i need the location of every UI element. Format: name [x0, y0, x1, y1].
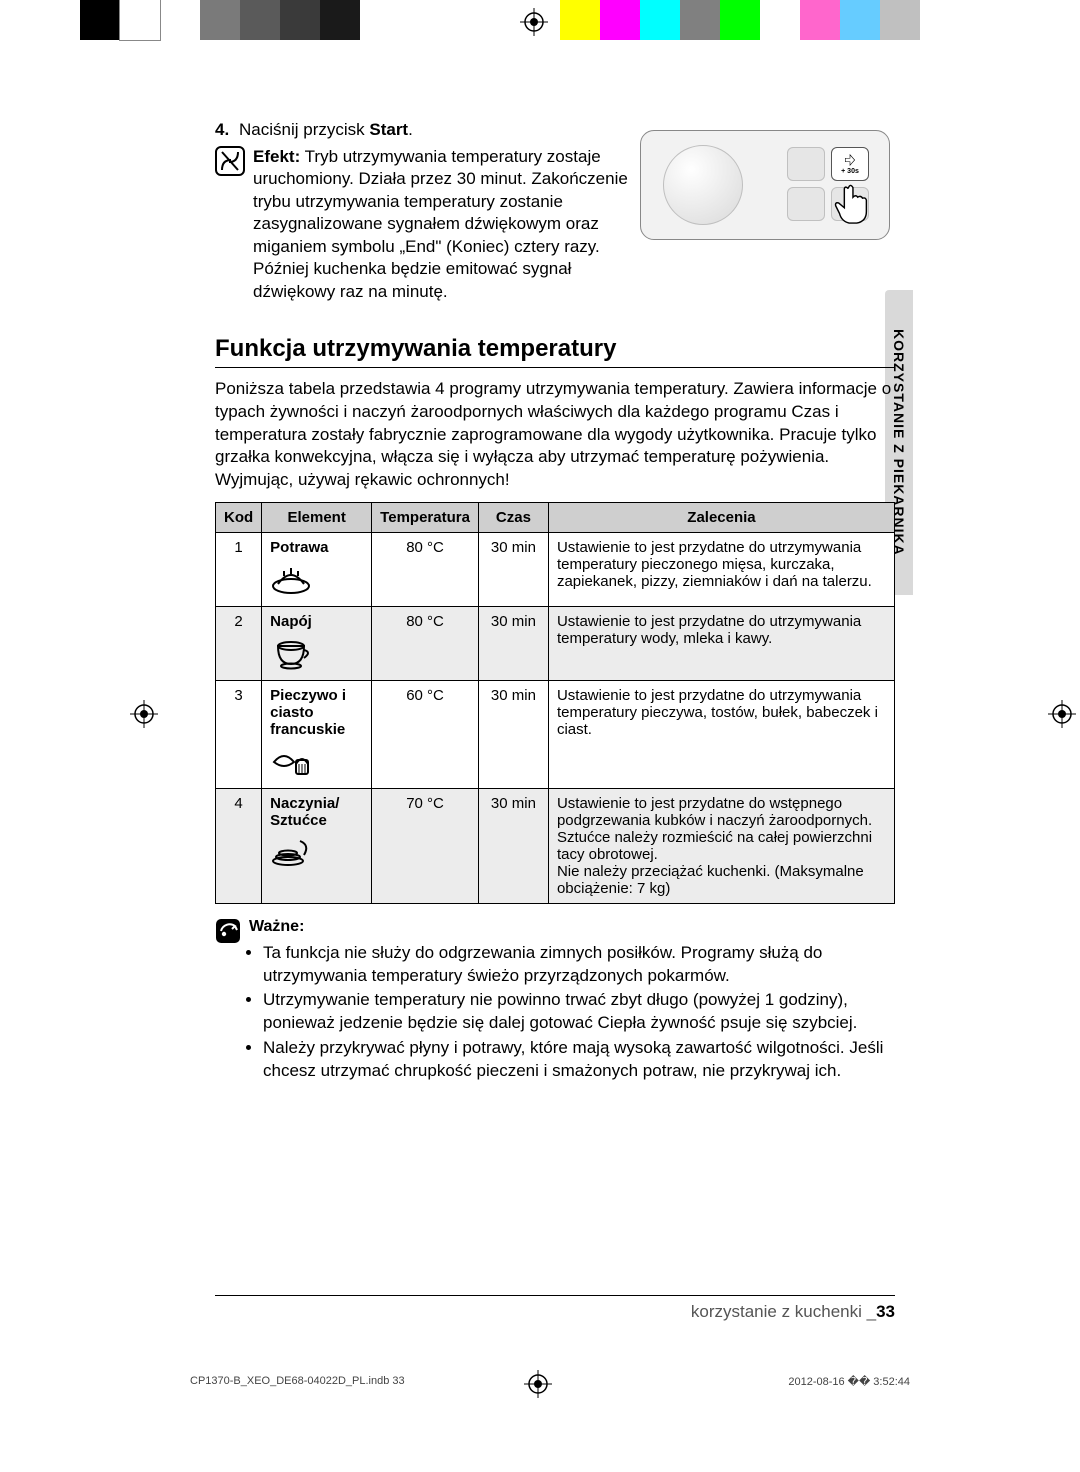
page-footer: korzystanie z kuchenki _33	[215, 1295, 895, 1322]
reg-swatch	[880, 0, 920, 40]
reg-swatch	[280, 0, 320, 40]
cell-elem: Potrawa	[262, 532, 372, 606]
note-icon	[215, 146, 247, 303]
reg-swatch	[680, 0, 720, 40]
th-rec: Zalecenia	[548, 502, 894, 532]
cell-elem: Naczynia/ Sztućce	[262, 788, 372, 903]
print-stamp: 2012-08-16 �� 3:52:44	[788, 1375, 910, 1388]
table-row: 3Pieczywo i ciasto francuskie60 °C30 min…	[216, 680, 895, 788]
registration-mark-right	[1048, 700, 1076, 733]
effect-note: Efekt: Tryb utrzymywania temperatury zos…	[215, 146, 895, 303]
cell-temp: 80 °C	[372, 532, 479, 606]
important-item: Należy przykrywać płyny i potrawy, które…	[263, 1037, 895, 1083]
step-number: 4.	[215, 120, 239, 140]
important-list: Ta funkcja nie służy do odgrzewania zimn…	[263, 942, 895, 1083]
cell-temp: 70 °C	[372, 788, 479, 903]
cell-temp: 60 °C	[372, 680, 479, 788]
cell-code: 4	[216, 788, 262, 903]
element-icon	[270, 744, 363, 782]
cell-time: 30 min	[478, 606, 548, 680]
cell-code: 2	[216, 606, 262, 680]
cell-rec: Ustawienie to jest przydatne do utrzymyw…	[548, 680, 894, 788]
element-icon	[270, 636, 363, 674]
footer-page-number: 33	[876, 1302, 895, 1321]
reg-swatch	[240, 0, 280, 40]
registration-mark-top	[520, 8, 548, 41]
reg-swatch	[560, 0, 600, 40]
reg-swatch	[640, 0, 680, 40]
element-icon	[270, 562, 363, 600]
reg-swatch	[80, 0, 120, 40]
reg-swatch	[720, 0, 760, 40]
effect-note-body: Efekt: Tryb utrzymywania temperatury zos…	[253, 146, 653, 303]
cell-temp: 80 °C	[372, 606, 479, 680]
important-title: Ważne:	[249, 918, 895, 936]
cell-code: 3	[216, 680, 262, 788]
reg-swatch	[120, 0, 160, 40]
cell-rec: Ustawienie to jest przydatne do utrzymyw…	[548, 532, 894, 606]
th-temp: Temperatura	[372, 502, 479, 532]
reg-swatch	[600, 0, 640, 40]
cell-time: 30 min	[478, 788, 548, 903]
cell-elem: Napój	[262, 606, 372, 680]
th-elem: Element	[262, 502, 372, 532]
cell-time: 30 min	[478, 532, 548, 606]
table-row: 4Naczynia/ Sztućce70 °C30 minUstawienie …	[216, 788, 895, 903]
th-time: Czas	[478, 502, 548, 532]
print-file: CP1370-B_XEO_DE68-04022D_PL.indb 33	[190, 1375, 405, 1388]
element-icon	[270, 835, 363, 873]
keep-warm-table: Kod Element Temperatura Czas Zalecenia 1…	[215, 502, 895, 904]
step-4: 4. Naciśnij przycisk Start.	[215, 120, 895, 140]
page-content: 4. Naciśnij przycisk Start. Efekt: Tryb …	[215, 120, 895, 1084]
table-row: 1Potrawa80 °C30 minUstawienie to jest pr…	[216, 532, 895, 606]
important-icon	[215, 918, 245, 1085]
cell-elem: Pieczywo i ciasto francuskie	[262, 680, 372, 788]
reg-swatch	[200, 0, 240, 40]
cell-time: 30 min	[478, 680, 548, 788]
cell-rec: Ustawienie to jest przydatne do utrzymyw…	[548, 606, 894, 680]
section-intro-2: Wyjmując, używaj rękawic ochronnych!	[215, 469, 895, 492]
important-item: Utrzymywanie temperatury nie powinno trw…	[263, 989, 895, 1035]
important-note: Ważne: Ta funkcja nie służy do odgrzewan…	[215, 918, 895, 1085]
section-heading: Funkcja utrzymywania temperatury	[215, 335, 895, 363]
reg-swatch	[840, 0, 880, 40]
table-header-row: Kod Element Temperatura Czas Zalecenia	[216, 502, 895, 532]
heading-rule	[215, 367, 895, 368]
reg-swatch	[320, 0, 360, 40]
th-code: Kod	[216, 502, 262, 532]
step-text: Naciśnij przycisk Start.	[239, 120, 413, 140]
registration-mark-left	[130, 700, 158, 733]
cell-code: 1	[216, 532, 262, 606]
cell-rec: Ustawienie to jest przydatne do wstępneg…	[548, 788, 894, 903]
table-row: 2Napój80 °C30 minUstawienie to jest przy…	[216, 606, 895, 680]
footer-text: korzystanie z kuchenki _	[691, 1302, 876, 1321]
print-footer: CP1370-B_XEO_DE68-04022D_PL.indb 33 2012…	[190, 1375, 910, 1388]
section-intro-1: Poniższa tabela przedstawia 4 programy u…	[215, 378, 895, 469]
reg-swatch	[800, 0, 840, 40]
important-item: Ta funkcja nie służy do odgrzewania zimn…	[263, 942, 895, 988]
